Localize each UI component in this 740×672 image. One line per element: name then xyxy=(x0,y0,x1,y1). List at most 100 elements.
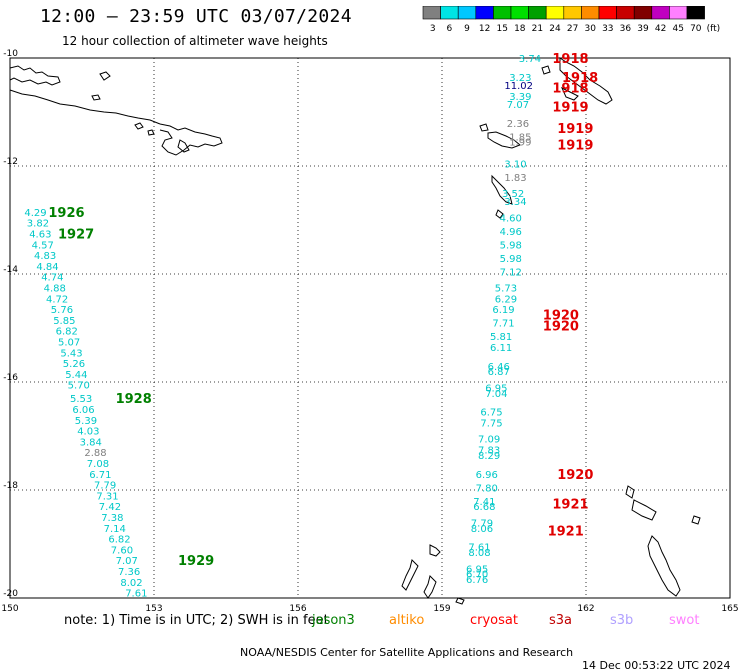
swh-value-label: 3.34 xyxy=(504,197,526,208)
swh-value-label: 4.63 xyxy=(29,230,51,241)
latitude-tick-label: -16 xyxy=(3,373,18,383)
mission-name-s3b: s3b xyxy=(610,613,634,628)
swh-value-label: 6.11 xyxy=(490,343,512,354)
swh-value-label: 4.29 xyxy=(24,208,46,219)
swh-value-label: 7.07 xyxy=(507,100,529,111)
swh-value-label: 8.02 xyxy=(120,578,142,589)
swh-value-label: 6.76 xyxy=(466,575,488,586)
map-border xyxy=(9,57,731,599)
swh-value-label: 7.41 xyxy=(473,497,495,508)
swh-value-label: 7.61 xyxy=(468,543,490,554)
orbit-number-label: 1921 xyxy=(552,498,588,513)
latitude-tick-label: -20 xyxy=(3,589,18,599)
mission-name-swot: swot xyxy=(669,613,700,628)
swh-value-label: 4.57 xyxy=(32,240,54,251)
footer-note: note: 1) Time is in UTC; 2) SWH is in fe… xyxy=(64,613,329,628)
swh-value-label: 6.46 xyxy=(488,362,510,373)
orbit-number-label: 1920 xyxy=(543,309,579,324)
swh-value-label: 6.96 xyxy=(476,470,498,481)
orbit-number-label: 1918 xyxy=(552,52,588,67)
orbit-number-label: 1928 xyxy=(116,392,152,407)
legend-swatches xyxy=(422,6,705,20)
swh-value-label: 7.08 xyxy=(87,459,109,470)
swh-value-label: 5.26 xyxy=(63,359,85,370)
longitude-labels: 150 153 156 159 162 165 xyxy=(1,604,738,614)
swh-value-label: 1.83 xyxy=(504,173,526,184)
orbit-number-label: 1919 xyxy=(557,122,593,137)
map-title: 12:00 – 23:59 UTC 03/07/2024 xyxy=(40,6,352,27)
orbit-number-label: 1918 xyxy=(552,82,588,97)
latitude-labels: -10 -12 -14 -16 -18 -20 xyxy=(3,49,18,599)
mission-name-cryosat: cryosat xyxy=(470,613,518,628)
longitude-tick-label: 153 xyxy=(145,604,162,614)
swh-value-label: 6.06 xyxy=(72,405,94,416)
swh-value-label: 6.87 xyxy=(488,367,510,378)
swh-value-label: 2.36 xyxy=(507,119,529,130)
legend-tick-label: 70 xyxy=(690,24,702,34)
orbit-number-label: 1918 xyxy=(562,71,598,86)
swh-value-label: 1.99 xyxy=(509,138,531,149)
swh-value-label: 5.07 xyxy=(58,338,80,349)
orbit-number-label: 1926 xyxy=(48,206,84,221)
swh-value-label: 7.31 xyxy=(96,491,118,502)
orbit-number-label: 1927 xyxy=(58,228,94,243)
swh-value-label: 4.74 xyxy=(41,273,63,284)
legend-tick-label: 9 xyxy=(464,24,470,34)
swh-value-label: 7.42 xyxy=(99,502,121,513)
legend-tick-label: 33 xyxy=(602,24,613,34)
swh-value-label: 6.82 xyxy=(56,327,78,338)
swh-value-label: 5.81 xyxy=(490,332,512,343)
longitude-tick-label: 162 xyxy=(577,604,594,614)
swh-value-label: 5.76 xyxy=(51,305,73,316)
latitude-tick-label: -18 xyxy=(3,481,18,491)
swh-value-label: 7.38 xyxy=(101,513,123,524)
legend-tick-label: 3 xyxy=(430,24,436,34)
swh-value-label: 7.36 xyxy=(118,567,140,578)
swh-value-label: 8.06 xyxy=(471,524,493,535)
orbit-labels-layer: 1918191819181919191919191926192719201920… xyxy=(48,52,598,569)
swh-value-label: 4.83 xyxy=(34,251,56,262)
swh-value-label: 7.12 xyxy=(500,267,522,278)
swh-value-label: 4.60 xyxy=(500,213,522,224)
legend-swatch xyxy=(686,6,705,20)
swh-value-label: 7.83 xyxy=(478,446,500,457)
legend-tick-label: 12 xyxy=(479,24,490,34)
legend-tick-label: 21 xyxy=(532,24,543,34)
swh-value-label: 7.14 xyxy=(104,524,126,535)
swh-value-label: 3.74 xyxy=(519,54,541,65)
swh-value-label: 11.02 xyxy=(504,81,533,92)
legend-tick-label: 30 xyxy=(584,24,596,34)
swh-value-label: 4.84 xyxy=(36,262,58,273)
swh-value-label: 5.53 xyxy=(70,394,92,405)
swh-value-label: 1.85 xyxy=(509,132,531,143)
lat-lon-grid xyxy=(10,58,730,598)
legend-tick-label: 45 xyxy=(672,24,683,34)
swh-value-label: 7.75 xyxy=(480,419,502,430)
footer-credit: NOAA/NESDIS Center for Satellite Applica… xyxy=(0,633,740,672)
mission-name-s3a: s3a xyxy=(549,613,573,628)
swh-value-label: 8.08 xyxy=(468,548,490,559)
swh-value-label: 6.68 xyxy=(473,502,495,513)
orbit-number-label: 1929 xyxy=(178,554,214,569)
swh-value-label: 8.29 xyxy=(478,451,500,462)
swh-value-label: 5.43 xyxy=(60,348,82,359)
legend-tick-label: 15 xyxy=(496,24,507,34)
orbit-number-label: 1920 xyxy=(557,468,593,483)
latitude-tick-label: -10 xyxy=(3,49,18,59)
orbit-number-label: 1920 xyxy=(543,319,579,334)
legend-tick-label: 36 xyxy=(620,24,632,34)
mission-legend: jason3 altiko cryosat s3a s3b swot xyxy=(0,613,740,631)
swh-value-label: 7.07 xyxy=(116,556,138,567)
swh-value-label: 3.82 xyxy=(27,219,49,230)
swh-value-label: 3.84 xyxy=(80,437,102,448)
legend-tick-label: 6 xyxy=(447,24,453,34)
swh-value-label: 7.79 xyxy=(94,481,116,492)
swh-value-label: 7.71 xyxy=(492,319,514,330)
swh-value-label: 4.96 xyxy=(500,227,522,238)
legend-tick-label: 18 xyxy=(514,24,526,34)
swh-values-layer: 3.743.2311.023.397.072.361.851.993.101.8… xyxy=(24,54,541,600)
swh-value-label: 5.73 xyxy=(495,284,517,295)
map-subtitle: 12 hour collection of altimeter wave hei… xyxy=(62,34,328,48)
swh-value-label: 6.19 xyxy=(492,305,514,316)
swh-value-label: 3.52 xyxy=(502,189,524,200)
